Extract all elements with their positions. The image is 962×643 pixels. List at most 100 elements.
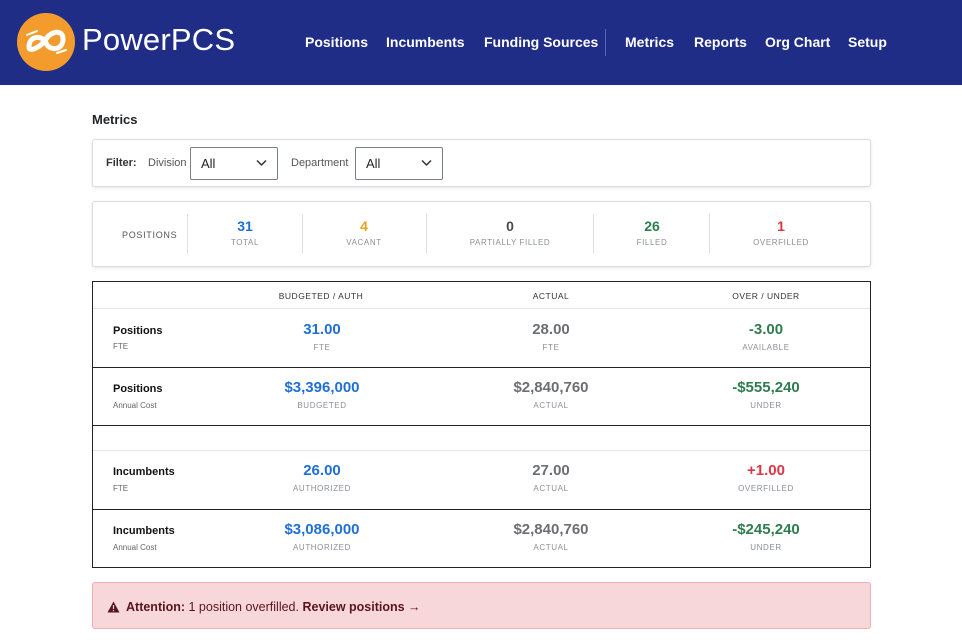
positions-summary-label: POSITIONS (122, 230, 178, 240)
divider (426, 214, 427, 254)
over-under-value: -$555,240 (732, 379, 800, 396)
actual-label: ACTUAL (533, 401, 569, 410)
stat-total-value: 31 (237, 218, 253, 234)
over-under-cell: -3.00 AVAILABLE (676, 321, 856, 352)
nav-metrics[interactable]: Metrics (625, 34, 675, 50)
stat-overfilled-value: 1 (777, 218, 785, 234)
department-select[interactable]: All (355, 147, 443, 180)
budgeted-value: $3,086,000 (284, 521, 360, 538)
filter-label: Filter: (106, 157, 137, 169)
stat-overfilled-label: OVERFILLED (753, 238, 809, 247)
divider (187, 214, 188, 254)
stat-total-label: TOTAL (230, 238, 260, 247)
budgeted-value: $3,396,000 (284, 379, 360, 396)
page-title: Metrics (92, 112, 138, 127)
actual-label: FTE (542, 343, 560, 352)
filter-panel: Filter: Division All Department All (92, 139, 871, 187)
stat-filled[interactable]: 26 FILLED (602, 217, 702, 247)
actual-value: $2,840,760 (513, 521, 589, 538)
stat-total[interactable]: 31 TOTAL (195, 217, 295, 247)
budgeted-label: AUTHORIZED (293, 543, 351, 552)
alert-text: 1 position overfilled. (188, 600, 299, 614)
chevron-down-icon (421, 159, 432, 167)
stat-filled-value: 26 (644, 218, 660, 234)
division-select[interactable]: All (190, 147, 278, 180)
over-under-cell: -$245,240 UNDER (676, 521, 856, 552)
nav-positions[interactable]: Positions (305, 34, 369, 50)
actual-cell: 27.00 ACTUAL (461, 462, 641, 493)
metrics-table: BUDGETED / AUTH ACTUAL OVER / UNDER Posi… (92, 281, 871, 568)
budgeted-label: AUTHORIZED (293, 484, 351, 493)
department-select-value: All (366, 156, 381, 171)
budgeted-value: 31.00 (303, 321, 341, 338)
divider (93, 367, 870, 368)
over-under-value: +1.00 (747, 462, 785, 479)
actual-label: ACTUAL (533, 543, 569, 552)
row-title: Incumbents (113, 525, 175, 537)
divider (709, 214, 710, 254)
alert-prefix: Attention: (126, 600, 186, 614)
stat-partially-filled[interactable]: 0 PARTIALLY FILLED (440, 217, 580, 247)
budgeted-cell: $3,086,000 AUTHORIZED (232, 521, 412, 552)
row-subtitle: Annual Cost (113, 401, 157, 410)
warning-triangle-icon (107, 601, 120, 613)
stat-partially-filled-label: PARTIALLY FILLED (469, 238, 551, 247)
stat-vacant[interactable]: 4 VACANT (314, 217, 414, 247)
over-under-cell: +1.00 OVERFILLED (676, 462, 856, 493)
division-select-value: All (201, 156, 216, 171)
division-label: Division (148, 157, 187, 169)
actual-value: 27.00 (532, 462, 570, 479)
divider (93, 308, 870, 309)
overfilled-alert: Attention: 1 position overfilled. Review… (92, 582, 871, 629)
nav-org-chart[interactable]: Org Chart (765, 34, 831, 50)
nav-incumbents[interactable]: Incumbents (386, 34, 465, 50)
over-under-value: -3.00 (748, 321, 784, 338)
nav-funding-sources[interactable]: Funding Sources (484, 34, 599, 50)
top-navbar: PowerPCS Positions Incumbents Funding So… (0, 0, 962, 85)
over-under-value: -$245,240 (732, 521, 800, 538)
row-subtitle: Annual Cost (113, 543, 157, 552)
budgeted-label: FTE (313, 343, 331, 352)
alert-message: Attention: 1 position overfilled. Review… (126, 600, 421, 614)
over-under-label: OVERFILLED (738, 484, 794, 493)
divider (93, 425, 870, 426)
over-under-cell: -$555,240 UNDER (676, 379, 856, 410)
stat-partially-filled-value: 0 (506, 218, 514, 234)
column-header-actual: ACTUAL (532, 291, 570, 301)
actual-cell: $2,840,760 ACTUAL (461, 521, 641, 552)
nav-reports[interactable]: Reports (694, 34, 747, 50)
divider (93, 509, 870, 510)
row-subtitle: FTE (113, 342, 129, 351)
budgeted-cell: 26.00 AUTHORIZED (232, 462, 412, 493)
actual-cell: $2,840,760 ACTUAL (461, 379, 641, 410)
budgeted-label: BUDGETED (297, 401, 347, 410)
stat-vacant-label: VACANT (346, 238, 382, 247)
column-header-budgeted: BUDGETED / AUTH (278, 291, 364, 301)
budgeted-cell: $3,396,000 BUDGETED (232, 379, 412, 410)
over-under-label: UNDER (750, 401, 782, 410)
over-under-label: AVAILABLE (742, 343, 790, 352)
stat-overfilled[interactable]: 1 OVERFILLED (731, 217, 831, 247)
actual-label: ACTUAL (533, 484, 569, 493)
row-subtitle: FTE (113, 484, 129, 493)
row-title: Positions (113, 325, 163, 337)
review-positions-link[interactable]: Review positions → (302, 600, 421, 614)
divider (93, 450, 870, 451)
actual-cell: 28.00 FTE (461, 321, 641, 352)
chevron-down-icon (256, 159, 267, 167)
column-header-over-under: OVER / UNDER (732, 291, 800, 301)
department-label: Department (291, 157, 349, 169)
brand-name[interactable]: PowerPCS (82, 22, 236, 57)
brand-logo-icon[interactable] (17, 13, 75, 71)
budgeted-value: 26.00 (303, 462, 341, 479)
over-under-label: UNDER (750, 543, 782, 552)
actual-value: 28.00 (532, 321, 570, 338)
positions-summary: POSITIONS 31 TOTAL 4 VACANT 0 PARTIALLY … (92, 201, 871, 267)
budgeted-cell: 31.00 FTE (232, 321, 412, 352)
divider (302, 214, 303, 254)
divider (593, 214, 594, 254)
nav-setup[interactable]: Setup (848, 34, 887, 50)
row-title: Incumbents (113, 466, 175, 478)
row-title: Positions (113, 383, 163, 395)
nav-divider (605, 29, 606, 56)
